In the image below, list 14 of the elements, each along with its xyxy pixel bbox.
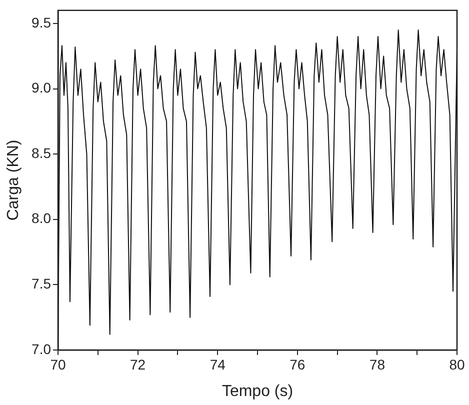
y-tick-label: 8.0 <box>32 210 52 226</box>
x-tick-label: 74 <box>210 356 226 372</box>
y-tick-label: 9.5 <box>32 14 52 30</box>
y-tick-label: 9.0 <box>32 80 52 96</box>
x-tick-label: 72 <box>130 356 146 372</box>
x-tick-label: 76 <box>290 356 306 372</box>
y-tick-label: 7.0 <box>32 340 52 357</box>
x-tick-label: 70 <box>50 356 66 372</box>
y-tick-label: 8.5 <box>32 144 52 161</box>
x-tick-label: 80 <box>449 356 465 372</box>
y-axis-title: Carga (KN) <box>5 140 22 221</box>
x-axis-title: Tempo (s) <box>222 382 294 400</box>
y-tick-label: 7.5 <box>32 276 52 292</box>
x-tick-label: 78 <box>369 356 386 372</box>
